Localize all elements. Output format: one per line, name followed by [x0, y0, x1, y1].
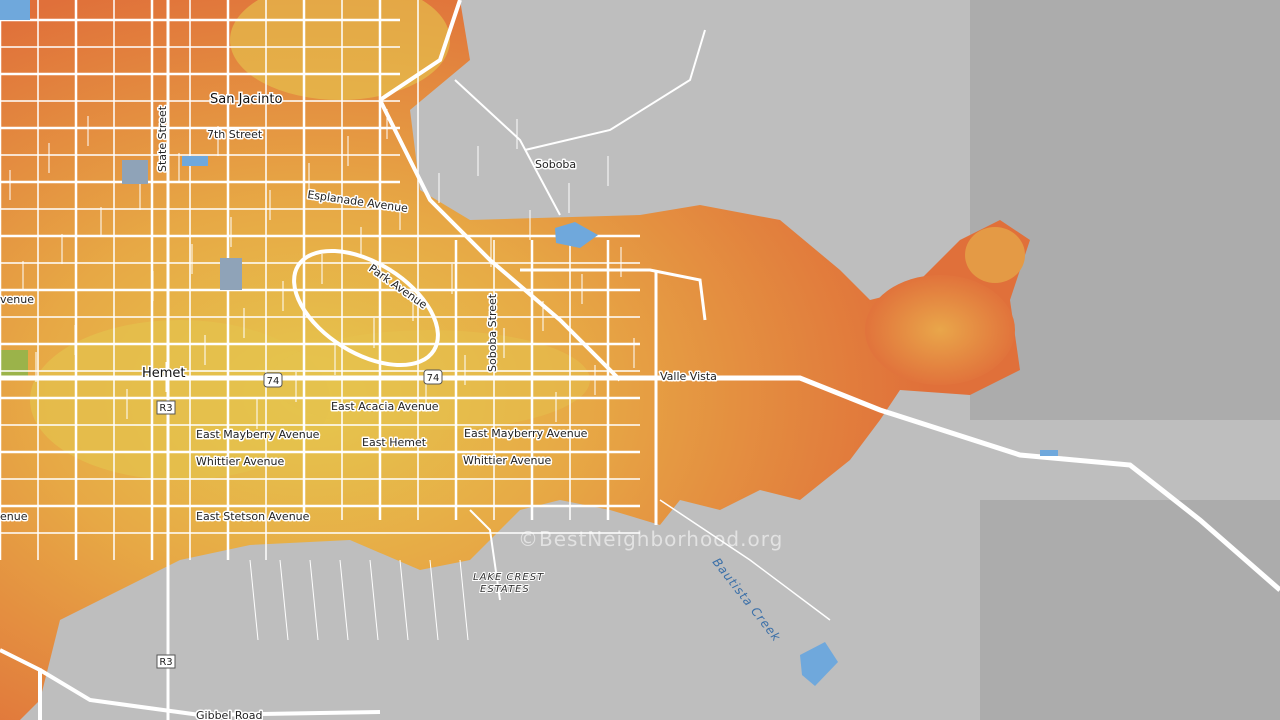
- park: [0, 350, 28, 380]
- shield-label: R3: [159, 657, 172, 668]
- water: [1040, 450, 1058, 456]
- road: [659, 499, 831, 621]
- heat-region: [965, 227, 1025, 283]
- street: [459, 559, 469, 641]
- road: [454, 79, 561, 216]
- heat-core: [30, 320, 330, 480]
- watermark: ©BestNeighborhood.org: [518, 527, 783, 551]
- street-label: East Mayberry Avenue: [196, 428, 320, 441]
- water: [220, 258, 242, 290]
- street-label: venue: [0, 293, 34, 306]
- shield-label: R3: [159, 403, 172, 414]
- route-shield: 74: [423, 369, 443, 385]
- place-label: San Jacinto: [210, 92, 282, 107]
- street-label: East Mayberry Avenue: [464, 427, 588, 440]
- street: [429, 559, 439, 641]
- water: [0, 0, 1058, 686]
- street-label: East Acacia Avenue: [331, 400, 439, 413]
- street-label: 7th Street: [207, 128, 263, 141]
- water: [0, 0, 30, 20]
- water: [800, 642, 838, 686]
- street: [249, 559, 259, 641]
- road: [524, 29, 706, 151]
- route-shield: 74: [263, 372, 283, 388]
- street: [339, 559, 349, 641]
- water: [182, 156, 208, 166]
- water: [555, 222, 598, 248]
- highway-74: [0, 375, 1280, 592]
- street-label: Soboba Street: [486, 293, 499, 372]
- land-zone: [980, 500, 1280, 720]
- road: [0, 648, 42, 720]
- land-zone: [970, 0, 1280, 420]
- place-label: Hemet: [142, 366, 186, 381]
- gibbel-road: [38, 668, 381, 718]
- park-avenue-loop: [292, 248, 440, 368]
- street-label: East Stetson Avenue: [196, 510, 310, 523]
- route-shield: R3: [156, 654, 176, 669]
- street-label: Gibbel Road: [196, 709, 262, 720]
- street: [309, 559, 319, 641]
- heat-region: [865, 275, 1015, 385]
- main-road: [378, 99, 622, 382]
- shield-label: 74: [427, 373, 440, 384]
- street-label: Whittier Avenue: [196, 455, 284, 468]
- street: [279, 559, 289, 641]
- place-label: LAKE CREST: [473, 572, 544, 583]
- street: [399, 559, 409, 641]
- place-label: Soboba: [535, 158, 576, 171]
- place-label: East Hemet: [362, 436, 427, 449]
- place-label: Valle Vista: [660, 370, 717, 383]
- street: [369, 559, 379, 641]
- road: [520, 268, 707, 321]
- road: [469, 509, 501, 601]
- main-road: [378, 0, 462, 102]
- shield-label: 74: [267, 376, 280, 387]
- street-label: enue: [0, 510, 28, 523]
- water: [122, 160, 148, 184]
- place-label: ESTATES: [480, 584, 530, 595]
- street-label: Whittier Avenue: [463, 454, 551, 467]
- route-shield: R3: [156, 400, 176, 415]
- street-label: State Street: [156, 105, 169, 172]
